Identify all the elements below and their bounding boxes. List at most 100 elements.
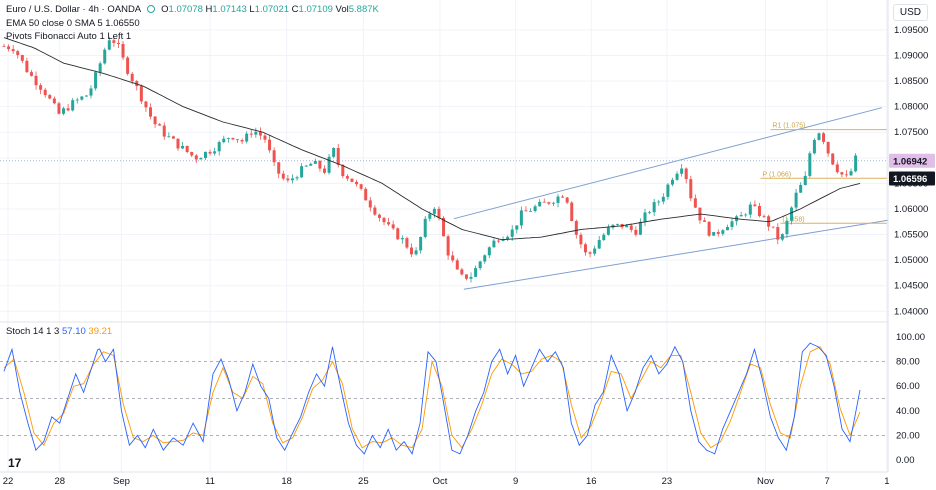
candle-body [181,145,185,149]
candle-body [826,141,830,154]
price-tag-label: 1.06596 [893,174,927,185]
legend-ema[interactable]: EMA 50 close 0 SMA 5 1.06550 [6,18,140,29]
candle-body [176,138,180,149]
candle-body [34,75,38,86]
stoch-k-line [3,342,861,456]
time-tick: 25 [358,476,369,487]
candle-body [309,163,313,166]
candle-body [295,177,299,179]
candle-body [703,220,707,222]
candle-body [121,43,125,58]
candle-body [849,171,853,176]
candle-body [382,217,386,223]
legend-stoch[interactable]: Stoch 14 1 3 57.10 39.21 [6,326,112,337]
candle-body [725,226,729,231]
candlesticks [2,36,858,283]
candle-body [364,188,368,201]
candle-body [675,173,679,180]
candle-body [533,206,537,212]
candle-body [451,255,455,261]
candle-body [442,217,446,237]
candle-body [748,204,752,215]
time-tick: 18 [281,476,292,487]
price-axis[interactable]: 1.095001.090001.085001.080001.075001.070… [894,25,928,317]
tradingview-logo[interactable]: 17 [8,456,22,470]
price-tick: 1.04000 [894,306,928,317]
price-tag [889,153,935,168]
time-tick: 7 [825,476,830,487]
price-tag [889,171,935,186]
ohlc-values: O1.07078 H1.07143 L1.07021 C1.07109 Vol5… [161,4,379,15]
candle-body [666,184,670,197]
candle-body [565,197,569,203]
candle-body [446,236,450,256]
candle-body [501,239,505,241]
candle-body [593,248,597,254]
symbol-title: Euro / U.S. Dollar · 4h · OANDA [6,4,142,15]
candle-body [231,137,235,140]
candle-body [794,192,798,208]
candle-body [551,202,555,204]
candle-body [680,168,684,174]
candle-body [20,55,24,61]
candle-body [368,200,372,208]
price-tick: 1.09000 [894,50,928,61]
candle-body [854,155,858,172]
candle-body [355,181,359,185]
candle-body [199,158,203,160]
legend-symbol[interactable]: Euro / U.S. Dollar · 4h · OANDA O1.07078 … [6,4,379,15]
candle-body [744,214,748,216]
candle-body [130,73,134,82]
candle-body [213,151,217,154]
candle-body [547,202,551,204]
candle-body [336,148,340,165]
currency-selector[interactable]: USD [892,4,928,21]
candle-body [616,223,620,225]
candle-body [153,116,157,125]
candle-body [455,260,459,270]
time-axis[interactable]: 22 28 Sep 11 18 25 Oct 9 16 23 Nov 7 1 [3,476,890,487]
candle-body [29,72,33,76]
candle-body [217,142,221,152]
candle-body [583,244,587,253]
pivot-label: R1 (1.075) [772,123,805,130]
candle-body [345,176,349,179]
candle-body [318,160,322,169]
candle-body [419,236,423,251]
candle-body [84,95,88,97]
candle-body [185,145,189,153]
candle-body [739,215,743,217]
candle-body [16,51,20,56]
candle-body [538,201,542,207]
candle-body [460,269,464,275]
legend-pivots[interactable]: Pivots Fibonacci Auto 1 Left 1 [6,31,131,42]
candle-body [226,137,230,139]
stoch-axis[interactable]: 100.00 80.00 60.00 40.00 20.00 0.00 [896,332,925,466]
channel-upper [453,107,883,220]
candle-body [409,247,413,255]
candle-body [286,178,290,181]
candle-body [753,204,757,206]
candle-body [570,202,574,221]
candle-body [112,40,116,43]
candle-body [689,179,693,199]
candle-body [822,133,826,142]
candle-body [277,162,281,174]
candle-body [799,184,803,193]
time-tick: 16 [586,476,597,487]
candle-body [487,247,491,256]
candle-body [236,139,240,141]
time-tick: Oct [433,476,448,487]
candle-body [670,179,674,185]
candle-body [492,240,496,248]
price-tick: 1.07500 [894,127,928,138]
stoch-tick: 20.00 [896,430,920,441]
candle-body [556,196,560,203]
candle-body [25,60,29,73]
candle-body [716,232,720,234]
pivot-label: P (1.066) [762,171,791,178]
time-tick: Sep [113,476,130,487]
price-tick: 1.06000 [894,204,928,215]
candle-body [432,208,436,214]
